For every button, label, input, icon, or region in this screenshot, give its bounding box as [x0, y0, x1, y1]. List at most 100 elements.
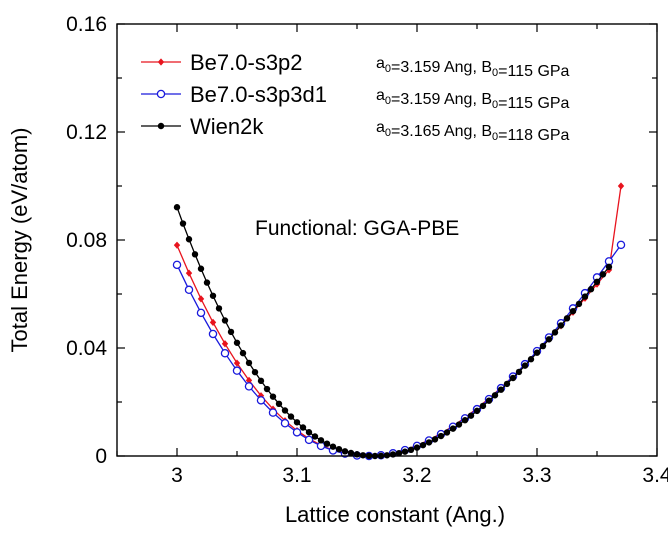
functional-annotation: Functional: GGA-PBE [255, 217, 459, 240]
y-tick-label: 0.04 [66, 337, 107, 360]
data-point [413, 444, 421, 451]
legend-label: Wien2k [190, 114, 264, 139]
data-point [280, 419, 290, 428]
data-point [593, 278, 601, 286]
y-axis-label: Total Energy (eV/atom) [7, 128, 32, 353]
data-point [173, 204, 181, 211]
x-tick-label: 3 [171, 464, 183, 487]
data-point [359, 452, 367, 459]
data-point [281, 407, 289, 414]
data-point [239, 349, 247, 357]
data-point [263, 385, 271, 393]
legend-entry: Be7.0-s3p3d1 a0=3.159 Ang, B0=115 GPa [141, 82, 570, 112]
data-point [232, 366, 242, 375]
data-point [539, 342, 547, 350]
data-point [269, 393, 277, 400]
series-layer [172, 182, 626, 461]
legend-entry: Be7.0-s3p2 a0=3.159 Ang, B0=115 GPa [141, 50, 570, 80]
legend-fit-params: a0=3.159 Ang, B0=115 GPa [376, 87, 570, 112]
data-point [305, 429, 313, 436]
data-point [545, 336, 553, 343]
data-point [304, 435, 314, 445]
data-point [437, 432, 445, 440]
data-point [515, 368, 523, 376]
data-point [299, 424, 307, 431]
data-point [509, 374, 517, 382]
data-point [503, 380, 511, 388]
data-point [244, 382, 254, 391]
data-point [209, 318, 217, 326]
data-point [245, 376, 253, 384]
data-point [443, 429, 451, 436]
data-point [431, 436, 439, 443]
legend-marker [157, 58, 165, 66]
data-point [383, 452, 391, 459]
data-point [407, 446, 415, 454]
legend-label: Be7.0-s3p2 [190, 50, 303, 75]
x-axis-label: Lattice constant (Ang.) [285, 502, 505, 527]
legend-marker [156, 89, 166, 99]
data-point [221, 317, 229, 324]
data-point [172, 260, 182, 270]
y-tick-label: 0.08 [66, 229, 107, 252]
series-wien2k [173, 204, 613, 460]
data-point [473, 407, 481, 415]
y-tick-label: 0.16 [66, 13, 107, 36]
data-point [233, 359, 241, 367]
series-line [176, 206, 610, 457]
x-tick-label: 3.3 [522, 464, 551, 487]
data-point [329, 443, 337, 450]
data-point [275, 400, 283, 408]
data-point [245, 359, 253, 367]
data-point [485, 397, 493, 404]
data-point [467, 412, 475, 419]
data-point [185, 236, 193, 243]
data-point [419, 441, 427, 449]
data-point [203, 279, 211, 286]
data-point [173, 241, 181, 249]
data-point [287, 413, 295, 420]
data-point [317, 437, 325, 444]
data-point [449, 425, 457, 432]
data-point [455, 421, 463, 428]
legend-fit-params: a0=3.159 Ang, B0=115 GPa [376, 55, 570, 80]
data-point [209, 292, 217, 299]
data-point [395, 449, 403, 457]
data-point [617, 182, 625, 190]
data-point [479, 402, 487, 410]
axes-layer: 3 3.1 3.2 3.3 3.4 0 0.04 0.08 0.12 0.16 [66, 13, 668, 487]
data-point [616, 240, 626, 250]
y-tick-label: 0.12 [66, 121, 107, 144]
data-point [461, 417, 469, 424]
data-point [425, 439, 433, 446]
data-point [251, 368, 259, 376]
data-point [575, 300, 583, 308]
data-point [569, 307, 577, 315]
data-point [563, 315, 571, 322]
data-point [191, 251, 199, 258]
data-point [581, 293, 589, 300]
data-point [311, 433, 319, 440]
data-point [527, 356, 535, 363]
data-point [533, 349, 541, 356]
legend-marker [157, 122, 165, 130]
data-point [599, 271, 607, 278]
data-point [497, 386, 505, 393]
data-point [179, 220, 187, 227]
x-tick-label: 3.2 [402, 464, 431, 487]
data-point [185, 269, 193, 277]
data-point [551, 329, 559, 336]
data-point [257, 377, 265, 385]
data-point [227, 328, 235, 336]
data-point [293, 419, 301, 426]
data-point [256, 396, 266, 405]
data-point [335, 445, 343, 453]
x-tick-label: 3.4 [642, 464, 668, 487]
data-point [197, 265, 205, 272]
y-tick-label: 0 [95, 445, 107, 468]
data-point [221, 340, 229, 348]
data-point [233, 339, 241, 346]
data-point [268, 408, 278, 417]
data-point [557, 322, 565, 329]
